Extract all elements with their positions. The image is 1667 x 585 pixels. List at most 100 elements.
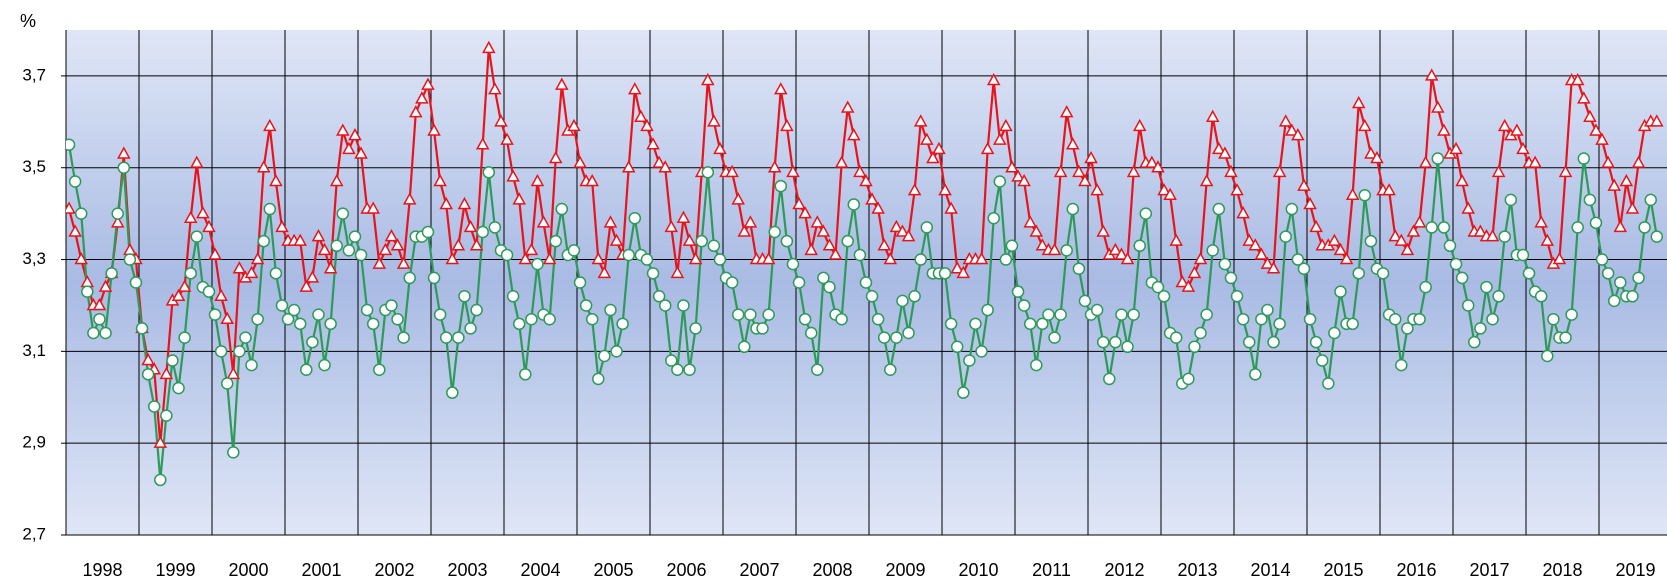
circle-marker xyxy=(579,299,593,312)
triangle-marker xyxy=(1455,173,1469,187)
triangle-marker xyxy=(190,155,204,168)
circle-marker xyxy=(1005,239,1019,253)
triangle-marker xyxy=(390,238,405,251)
triangle-marker xyxy=(329,173,344,187)
triangle-marker xyxy=(1583,109,1597,122)
triangle-marker xyxy=(688,251,703,265)
triangle-marker xyxy=(1388,229,1402,242)
circle-marker xyxy=(957,386,970,399)
triangle-marker xyxy=(993,132,1007,145)
triangle-marker xyxy=(1023,215,1037,228)
circle-marker xyxy=(66,138,76,152)
triangle-marker xyxy=(585,173,599,187)
circle-marker xyxy=(1242,335,1256,349)
triangle-marker xyxy=(299,279,314,292)
x-tick-label: 2017 xyxy=(1469,560,1509,580)
triangle-marker xyxy=(1224,164,1238,178)
triangle-marker xyxy=(311,229,326,242)
triangle-marker xyxy=(202,219,216,233)
triangle-marker xyxy=(1157,183,1171,196)
circle-marker xyxy=(768,225,781,239)
circle-marker xyxy=(689,322,702,335)
x-tick-label: 1999 xyxy=(155,560,195,580)
triangle-marker xyxy=(1552,251,1567,265)
circle-marker xyxy=(366,317,380,331)
x-tick-label: 2007 xyxy=(739,560,779,580)
y-tick-label: 3,1 xyxy=(22,341,46,360)
month-tick-label: 10 xyxy=(1214,540,1223,549)
triangle-marker xyxy=(488,82,502,95)
circle-marker xyxy=(385,299,398,312)
circle-marker xyxy=(780,234,794,248)
circle-marker xyxy=(1230,290,1244,303)
triangle-marker xyxy=(1029,224,1044,237)
circle-marker xyxy=(287,303,301,317)
circle-marker xyxy=(1431,152,1445,165)
triangle-marker xyxy=(256,160,271,173)
circle-marker xyxy=(1595,253,1609,266)
triangle-marker xyxy=(999,118,1013,132)
series-markers xyxy=(66,40,1664,487)
circle-marker xyxy=(263,202,277,216)
month-tick-label: 7 xyxy=(833,540,838,549)
grid xyxy=(61,30,1667,536)
triangle-marker xyxy=(932,141,946,155)
triangle-marker xyxy=(342,141,356,155)
circle-marker xyxy=(1480,280,1493,294)
circle-marker xyxy=(1103,372,1116,386)
circle-marker xyxy=(458,290,471,303)
y-tick-label: 2,7 xyxy=(22,524,46,543)
x-tick-label: 2003 xyxy=(447,560,487,580)
circle-marker xyxy=(823,280,836,294)
month-tick-label: 4 xyxy=(450,540,455,549)
circle-marker xyxy=(1352,267,1365,280)
triangle-marker xyxy=(269,173,283,187)
circle-marker xyxy=(1255,312,1268,326)
x-tick-label: 2018 xyxy=(1542,560,1582,580)
circle-marker xyxy=(397,331,410,344)
triangle-marker xyxy=(1035,238,1050,251)
circle-marker xyxy=(1309,335,1323,349)
triangle-marker xyxy=(901,229,916,242)
triangle-marker xyxy=(1589,123,1603,136)
circle-marker xyxy=(549,234,562,248)
triangle-marker xyxy=(66,201,76,214)
circle-marker xyxy=(135,322,149,335)
circle-marker xyxy=(567,244,581,257)
circle-marker xyxy=(1650,230,1664,243)
circle-marker xyxy=(1048,331,1061,344)
triangle-marker xyxy=(323,261,338,274)
triangle-marker xyxy=(1370,150,1384,164)
triangle-marker xyxy=(1272,164,1287,178)
triangle-marker xyxy=(98,279,113,292)
circle-marker xyxy=(512,317,526,331)
circle-marker xyxy=(1401,322,1414,335)
circle-marker xyxy=(975,345,988,358)
triangle-marker xyxy=(1114,247,1129,260)
circle-marker xyxy=(774,179,788,193)
circle-marker xyxy=(403,271,416,285)
circle-marker xyxy=(835,312,848,326)
triangle-marker xyxy=(415,91,429,104)
circle-marker xyxy=(658,299,672,312)
triangle-marker xyxy=(1485,229,1500,242)
month-tick-label: 10 xyxy=(1141,540,1150,549)
circle-marker xyxy=(1151,280,1165,294)
circle-marker xyxy=(1115,308,1128,321)
triangle-marker xyxy=(1059,105,1074,118)
circle-marker xyxy=(762,308,775,321)
circle-marker xyxy=(1090,303,1104,317)
circle-marker xyxy=(111,207,124,220)
circle-marker xyxy=(683,363,696,376)
circle-marker xyxy=(178,331,191,344)
circle-marker xyxy=(652,290,666,303)
month-tick-label: 4 xyxy=(1107,540,1112,549)
triangle-marker xyxy=(889,219,904,233)
triangle-marker xyxy=(676,210,691,223)
triangle-marker xyxy=(877,238,891,251)
triangle-marker xyxy=(1364,146,1378,159)
triangle-marker xyxy=(451,238,466,251)
month-tick-label: 1 xyxy=(1600,540,1605,549)
circle-marker xyxy=(914,253,927,266)
circle-marker xyxy=(354,248,368,262)
